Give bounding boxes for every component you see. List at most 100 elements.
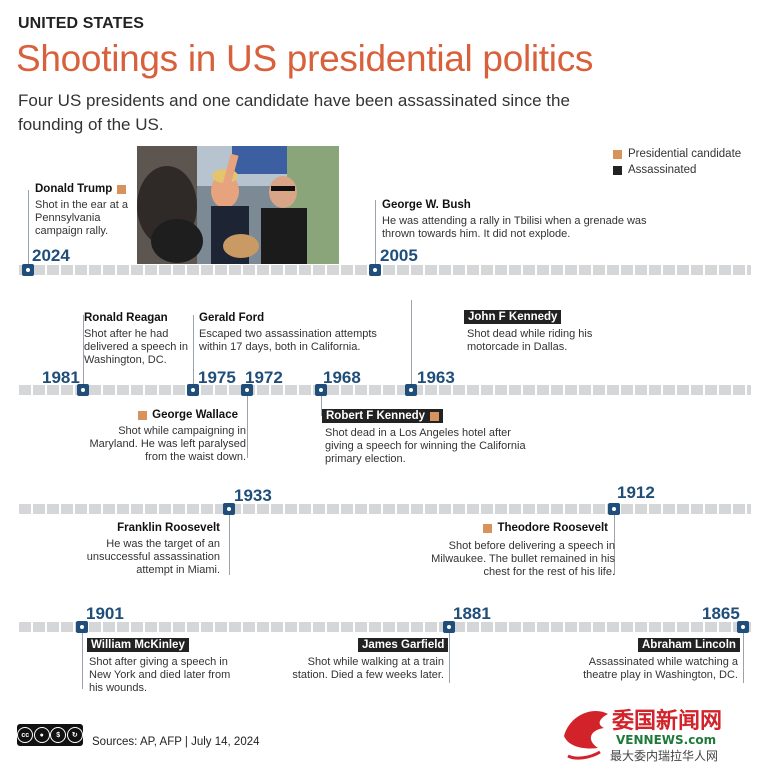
event-name-text: James Garfield [362, 639, 445, 651]
year-label-1968: 1968 [323, 368, 361, 387]
leader-line [321, 396, 322, 416]
event-name-text: Abraham Lincoln [642, 639, 736, 651]
year-label-2024: 2024 [32, 246, 70, 265]
event-desc-trump: Shot in the ear at a Pennsylvania campai… [35, 199, 128, 237]
event-name-ford: Gerald Ford [199, 312, 264, 324]
event-name-garfield: James Garfield [358, 638, 449, 652]
cc-icon: cc [17, 727, 34, 743]
leader-line [375, 200, 376, 264]
year-label-1881: 1881 [453, 604, 491, 623]
svg-text:委国新闻网: 委国新闻网 [612, 708, 722, 734]
legend-item-candidate: Presidential candidate [613, 148, 741, 160]
event-name-bush: George W. Bush [382, 199, 471, 211]
event-name-text: Donald Trump [35, 183, 113, 195]
event-desc-garfield: Shot while walking at a train station. D… [292, 656, 444, 681]
event-name-text: George W. Bush [382, 199, 471, 211]
event-name-teddy: Theodore Roosevelt [460, 522, 608, 534]
legend-label: Assassinated [628, 164, 697, 176]
timeline-marker-2024 [22, 264, 34, 276]
year-label-1901: 1901 [86, 604, 124, 623]
page-title: Shootings in US presidential politics [16, 38, 594, 79]
timeline-marker-1881 [443, 621, 455, 633]
leader-line [614, 515, 615, 575]
timeline-track-1 [19, 265, 751, 275]
candidate-marker [117, 184, 127, 194]
leader-line [411, 300, 412, 384]
event-name-jfk: John F Kennedy [464, 310, 562, 324]
event-desc-reagan: Shot after he had delivered a speech in … [84, 328, 188, 366]
year-label-1981: 1981 [42, 368, 80, 387]
year-label-2005: 2005 [380, 246, 418, 265]
candidate-marker [138, 410, 148, 420]
event-desc-teddy: Shot before delivering a speech in Milwa… [431, 540, 615, 578]
leader-line [229, 515, 230, 575]
event-name-rfk: Robert F Kennedy [322, 409, 444, 423]
timeline-marker-1968 [315, 384, 327, 396]
kicker-label: UNITED STATES [18, 15, 145, 32]
leader-line [193, 315, 194, 384]
event-desc-fdr: He was the target of an unsuccessful ass… [86, 538, 220, 576]
creative-commons-badge: cc ● $ ↻ [17, 724, 83, 746]
timeline-marker-1912 [608, 503, 620, 515]
event-name-text: John F Kennedy [468, 311, 558, 323]
nc-icon: $ [50, 727, 67, 743]
year-label-1975: 1975 [198, 368, 236, 387]
leader-line [28, 190, 29, 264]
timeline-track-4 [19, 622, 751, 632]
event-desc-lincoln: Assassinated while watching a theatre pl… [583, 656, 738, 681]
year-label-1865: 1865 [702, 604, 740, 623]
page-subtitle: Four US presidents and one candidate hav… [18, 91, 570, 134]
event-name-text: George Wallace [152, 409, 238, 421]
event-name-wallace: George Wallace [138, 409, 238, 421]
timeline-track-2 [19, 385, 751, 395]
event-desc-jfk: Shot dead while riding his motorcade in … [467, 328, 593, 353]
event-desc-ford: Escaped two assassination attempts withi… [199, 328, 377, 353]
candidate-swatch [613, 149, 622, 159]
timeline-marker-1933 [223, 503, 235, 515]
candidate-marker [430, 411, 440, 421]
trump-rally-photo [137, 146, 339, 264]
year-label-1963: 1963 [417, 368, 455, 387]
timeline-marker-1975 [187, 384, 199, 396]
event-name-text: Franklin Roosevelt [117, 522, 220, 534]
assassinated-swatch [613, 165, 622, 175]
timeline-marker-1901 [76, 621, 88, 633]
year-label-1972: 1972 [245, 368, 283, 387]
svg-text:最大委内瑞拉华人网: 最大委内瑞拉华人网 [610, 748, 718, 763]
sa-icon: ↻ [66, 727, 83, 743]
event-name-text: Gerald Ford [199, 312, 265, 324]
event-desc-wallace: Shot while campaigning in Maryland. He w… [89, 425, 246, 463]
by-icon: ● [33, 727, 50, 743]
event-name-mckinley: William McKinley [87, 638, 189, 652]
year-label-1912: 1912 [617, 483, 655, 502]
candidate-marker [483, 523, 493, 533]
event-name-trump: Donald Trump [35, 183, 127, 195]
timeline-marker-1963 [405, 384, 417, 396]
event-name-text: Robert F Kennedy [326, 410, 426, 422]
timeline-marker-1981 [77, 384, 89, 396]
event-desc-mckinley: Shot after giving a speech in New York a… [89, 656, 231, 694]
leader-line [247, 396, 248, 458]
event-name-fdr: Franklin Roosevelt [110, 522, 220, 534]
event-name-lincoln: Abraham Lincoln [638, 638, 740, 652]
timeline-marker-1972 [241, 384, 253, 396]
timeline-marker-1865 [737, 621, 749, 633]
leader-line [449, 633, 450, 683]
leader-line [743, 633, 744, 683]
event-name-text: Ronald Reagan [84, 312, 168, 324]
legend-item-assassinated: Assassinated [613, 164, 696, 176]
leader-line [83, 315, 84, 384]
timeline-marker-2005 [369, 264, 381, 276]
event-name-text: Theodore Roosevelt [497, 522, 608, 534]
event-desc-bush: He was attending a rally in Tbilisi when… [382, 215, 647, 240]
timeline-track-3 [19, 504, 751, 514]
year-label-1933: 1933 [234, 486, 272, 505]
sources-line: Sources: AP, AFP | July 14, 2024 [92, 736, 260, 748]
leader-line [82, 633, 83, 689]
legend-label: Presidential candidate [628, 148, 742, 160]
svg-text:VENNEWS.com: VENNEWS.com [616, 733, 716, 747]
event-name-reagan: Ronald Reagan [84, 312, 168, 324]
vennews-watermark: 委国新闻网 VENNEWS.com 最大委内瑞拉华人网 [560, 700, 765, 764]
event-name-text: William McKinley [91, 639, 185, 651]
event-desc-rfk: Shot dead in a Los Angeles hotel after g… [325, 427, 526, 465]
